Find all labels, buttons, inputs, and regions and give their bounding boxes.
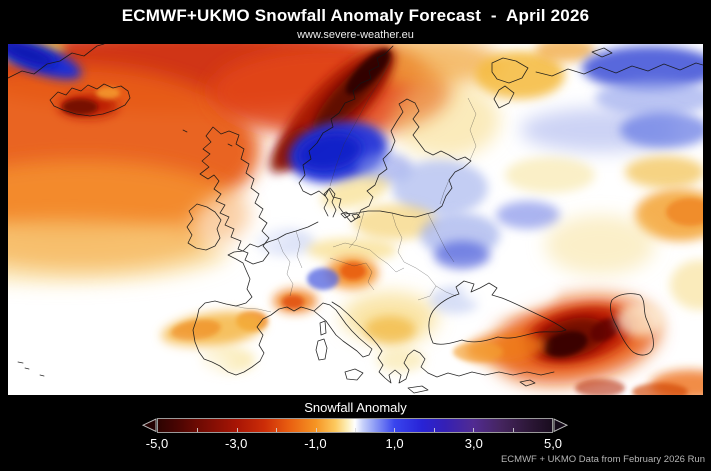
small-islands	[17, 129, 233, 377]
anomaly-blob	[434, 241, 490, 269]
coastline-adriatic-balkans	[331, 301, 383, 352]
anomaly-blob	[620, 112, 703, 148]
anomaly-blob	[595, 80, 703, 116]
colorbar-title: Snowfall Anomaly	[304, 400, 407, 415]
coastline-caspian-sea	[609, 293, 654, 356]
coastline-greece	[377, 349, 429, 384]
coastline-turkey-south	[427, 371, 555, 378]
anomaly-blob	[582, 46, 703, 90]
anomaly-blob	[575, 379, 625, 395]
colorbar-minor-tick	[355, 428, 356, 432]
anomaly-blob	[298, 133, 362, 171]
anomaly-blob	[307, 238, 397, 262]
anomaly-field-layer	[8, 44, 703, 395]
coastline-sicily	[344, 368, 364, 381]
anomaly-blob	[496, 201, 560, 229]
anomaly-blob	[375, 348, 425, 372]
anomaly-blob	[670, 260, 703, 310]
coastline-scandinavia	[298, 45, 472, 223]
source-website-text: www.severe-weather.eu	[297, 29, 414, 41]
anomaly-blob	[475, 51, 565, 99]
anomaly-blob	[260, 336, 380, 380]
data-attribution: ECMWF + UKMO Data from February 2026 Run	[500, 454, 705, 465]
coastline-denmark	[323, 187, 361, 220]
anomaly-blob	[590, 318, 620, 342]
colorbar-tick-label: 1,0	[385, 436, 404, 451]
snowfall-anomaly-map	[8, 44, 703, 395]
country-border-layer	[229, 59, 477, 313]
anomaly-blob	[392, 160, 488, 216]
colorbar-left-arrow-icon	[142, 418, 157, 433]
map-svg	[8, 44, 703, 395]
colorbar-minor-tick	[197, 428, 199, 432]
header: ECMWF+UKMO Snowfall Anomaly Forecast - A…	[0, 0, 711, 44]
anomaly-blob	[462, 270, 558, 310]
colorbar-minor-tick	[276, 428, 278, 432]
colorbar-gradient	[157, 418, 553, 433]
anomaly-blob	[666, 198, 703, 226]
colorbar-minor-tick	[433, 428, 435, 432]
anomaly-blob	[62, 99, 98, 115]
anomaly-blob	[364, 316, 416, 344]
anomaly-blob	[616, 303, 664, 337]
anomaly-blob	[282, 295, 304, 309]
colorbar-right-arrow-icon	[553, 418, 568, 433]
coastline-greenland	[8, 44, 105, 79]
anomaly-blob	[171, 319, 221, 341]
coastline-ireland	[186, 203, 222, 251]
page-title: ECMWF+UKMO Snowfall Anomaly Forecast - A…	[121, 6, 590, 25]
colorbar-minor-tick	[512, 428, 514, 432]
anomaly-blob	[8, 44, 57, 67]
colorbar-minor-tick	[473, 428, 475, 432]
anomaly-blob	[453, 342, 503, 362]
coastline-uk	[199, 126, 270, 265]
anomaly-blob	[340, 262, 366, 280]
anomaly-blob	[345, 49, 391, 95]
colorbar-minor-tick	[394, 428, 396, 432]
anomaly-blob	[8, 220, 230, 284]
anomaly-blob	[505, 157, 595, 193]
anomaly-blob	[307, 268, 339, 290]
coastline-sardinia-corsica	[315, 320, 328, 361]
anomaly-blob	[390, 82, 500, 158]
coastline-west-europe-iberia	[192, 221, 319, 376]
colorbar-tick-labels: -5,0 -3,0 -1,0 1,0 3,0 5,0	[146, 436, 562, 452]
coastline-italy	[313, 302, 373, 358]
coastline-arctic-russia	[535, 47, 703, 77]
country-borders	[229, 59, 477, 313]
anomaly-blob	[632, 383, 688, 395]
colorbar-minor-tick	[236, 428, 238, 432]
anomaly-blob	[535, 44, 595, 62]
anomaly-blob	[96, 87, 120, 99]
anomaly-blob	[360, 44, 500, 88]
coastline-kola-white-sea	[491, 57, 529, 109]
colorbar-tick-label: 5,0	[543, 436, 563, 451]
colorbar-tick-label: -5,0	[145, 436, 169, 451]
coastline-crete-cyprus	[407, 379, 536, 394]
anomaly-blob	[545, 215, 655, 275]
anomaly-blob	[70, 344, 230, 392]
anomaly-blob	[625, 156, 703, 188]
coastline-layer	[8, 44, 703, 394]
colorbar-tick-label: -1,0	[304, 436, 327, 451]
anomaly-blob	[544, 331, 588, 357]
colorbar-tick-label: -3,0	[224, 436, 248, 451]
coastline-black-sea	[428, 280, 567, 345]
colorbar-tick-label: 3,0	[464, 436, 483, 451]
coastline-iceland	[49, 83, 131, 117]
colorbar-minor-tick	[315, 428, 317, 432]
